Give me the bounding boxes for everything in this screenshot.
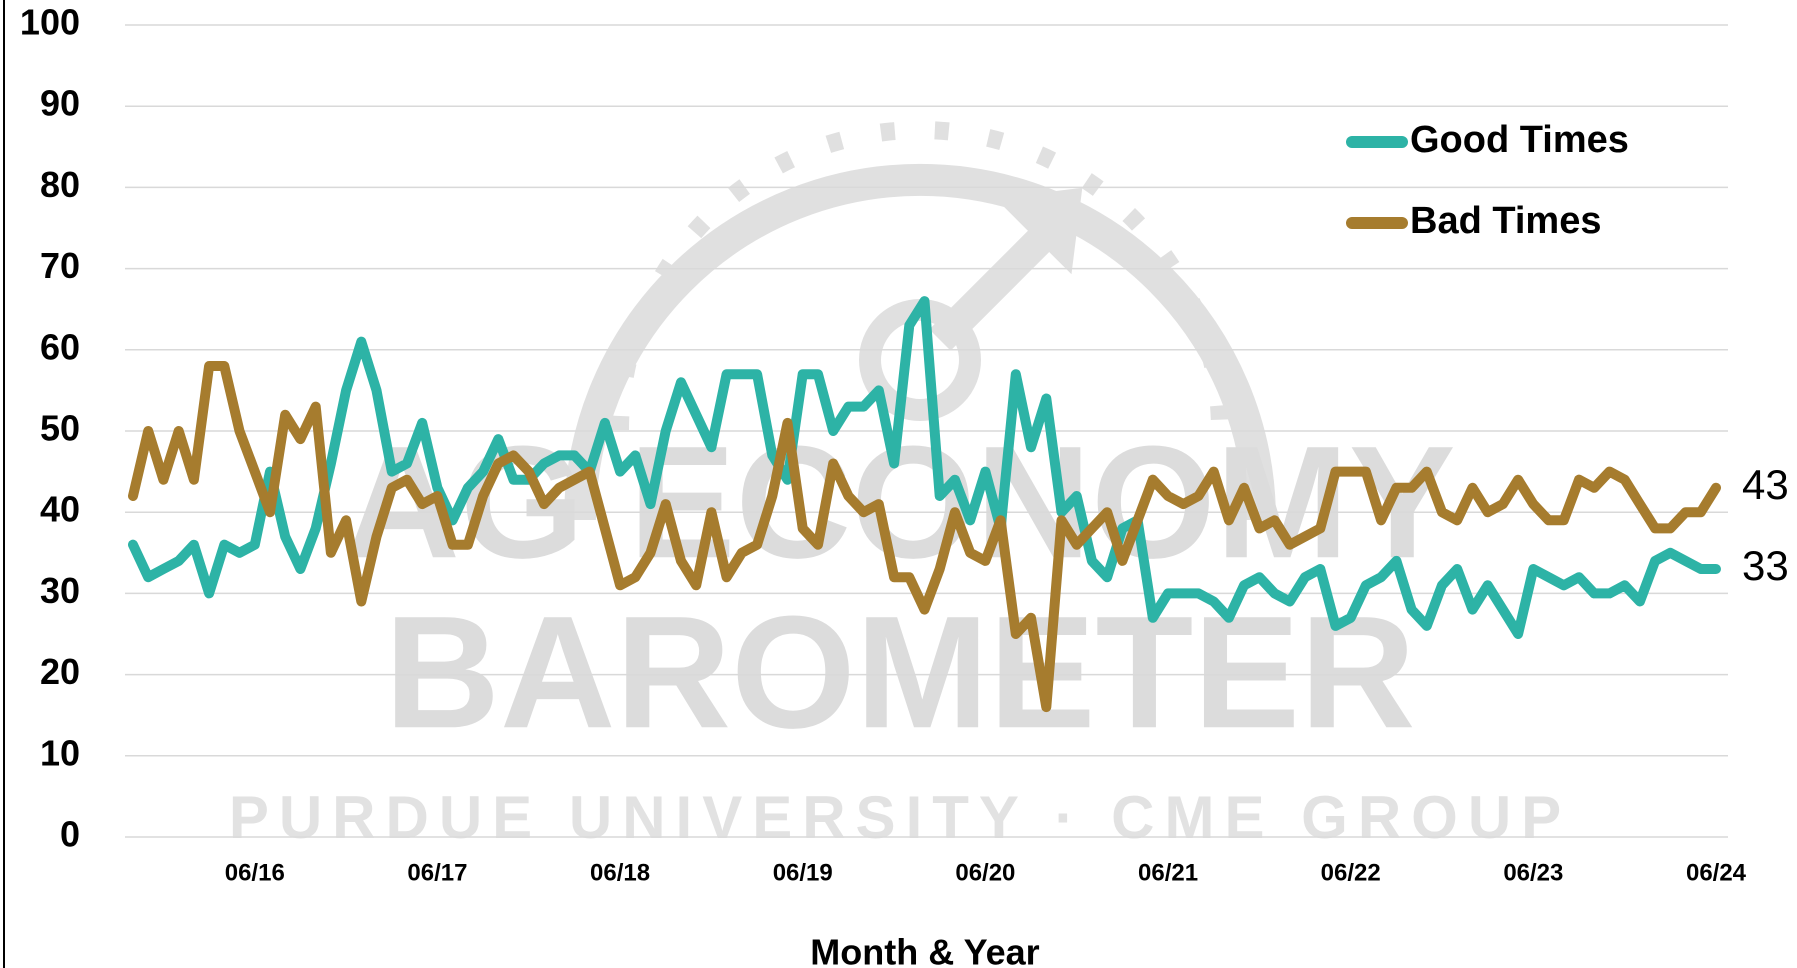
y-tick-label: 40: [40, 489, 80, 530]
x-tick-label: 06/18: [590, 859, 650, 886]
legend-label: Bad Times: [1410, 200, 1601, 242]
y-tick-label: 10: [40, 732, 80, 773]
y-tick-label: 50: [40, 408, 80, 449]
y-tick-label: 80: [40, 164, 80, 205]
watermark-gauge: [564, 121, 1276, 521]
x-axis-title: Month & Year: [810, 932, 1039, 968]
x-tick-label: 06/23: [1503, 859, 1563, 886]
y-tick-label: 30: [40, 570, 80, 611]
legend-label: Good Times: [1410, 119, 1629, 161]
series-line: [128, 361, 1721, 713]
x-tick-label: 06/19: [773, 859, 833, 886]
x-tick-label: 06/17: [407, 859, 467, 886]
y-tick-label: 0: [60, 814, 80, 855]
y-tick-label: 20: [40, 651, 80, 692]
x-tick-label: 06/16: [225, 859, 285, 886]
series-line: [128, 296, 1721, 639]
y-tick-label: 60: [40, 326, 80, 367]
y-tick-label: 90: [40, 83, 80, 124]
watermark-text: PURDUE UNIVERSITY · CME GROUP: [229, 784, 1571, 851]
end-value-label: 33: [1742, 542, 1789, 589]
x-tick-label: 06/21: [1138, 859, 1198, 886]
y-tick-label: 100: [20, 2, 80, 43]
y-tick-label: 70: [40, 245, 80, 286]
x-tick-label: 06/24: [1686, 859, 1747, 886]
x-tick-label: 06/20: [955, 859, 1015, 886]
watermark-text: BAROMETER: [384, 582, 1415, 761]
end-value-label: 43: [1742, 461, 1789, 508]
x-tick-label: 06/22: [1321, 859, 1381, 886]
